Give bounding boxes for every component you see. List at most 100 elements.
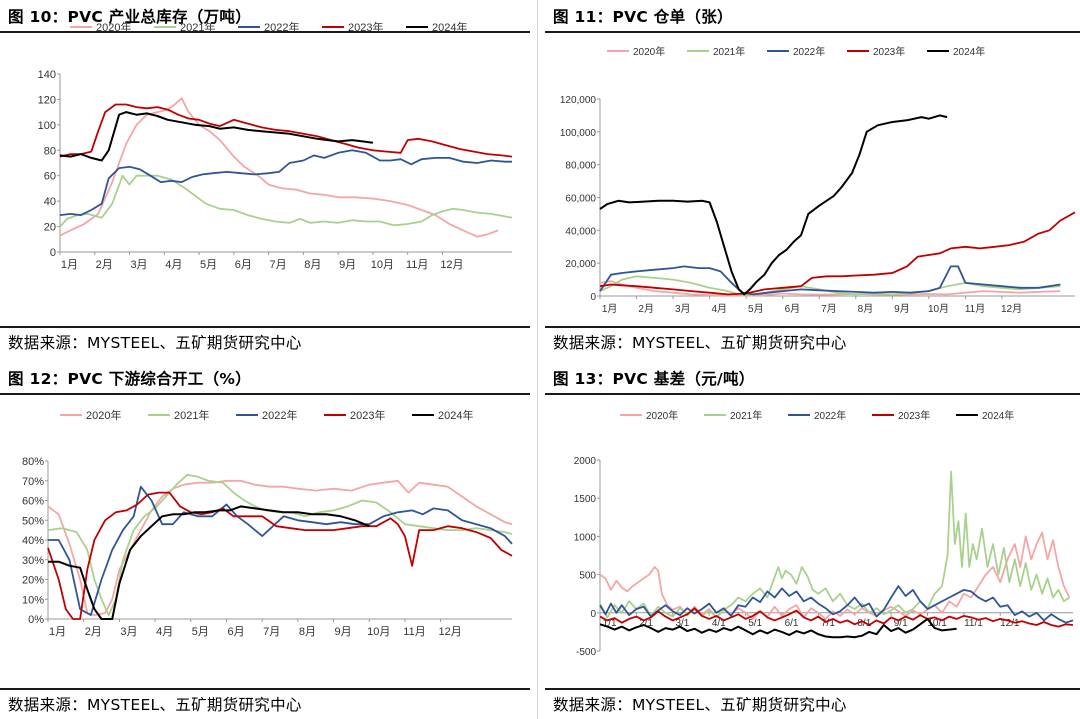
x-tick-label: 12月: [440, 259, 463, 271]
x-tick-label: 8月: [858, 303, 874, 315]
x-tick-label: 7月: [821, 303, 837, 315]
x-tick-label: 3月: [130, 259, 147, 271]
x-tick-label: 10/1: [927, 618, 947, 629]
legend-label: 2024年: [438, 408, 473, 422]
x-tick-label: 6月: [785, 303, 801, 315]
y-tick-label: 40%: [22, 535, 44, 547]
legend-label: 2020年: [633, 45, 665, 58]
series-line-2020年: [599, 280, 1061, 297]
legend-label: 2023年: [348, 20, 383, 34]
x-tick-label: 2月: [96, 259, 113, 271]
legend-label: 2024年: [953, 45, 985, 58]
x-tick-label: 1月: [49, 626, 66, 638]
series-line-2022年: [599, 585, 1074, 624]
y-tick-label: 50%: [22, 515, 44, 527]
chart-panel-downstream-operating-rate: 图 12：PVC 下游综合开工（%） 0% 10% 20% 30% 40% 50% 60% 7…: [0, 362, 530, 717]
x-tick-label: 4月: [711, 303, 727, 315]
x-tick-label: 7/1: [821, 618, 835, 629]
x-tick-label: 1/1: [603, 618, 617, 629]
x-tick-label: 7月: [270, 259, 287, 271]
x-tick-label: 5月: [748, 303, 764, 315]
series-line-2023年: [47, 491, 513, 620]
legend-label: 2020年: [86, 408, 121, 422]
x-tick-label: 2月: [638, 303, 654, 315]
y-tick-label: 500: [579, 571, 596, 582]
x-tick-label: 5月: [192, 626, 209, 638]
y-tick-label: 120: [38, 94, 56, 106]
legend-label: 2022年: [814, 409, 846, 422]
series-line-2021年: [599, 470, 1070, 619]
y-tick-label: 100: [38, 120, 56, 132]
y-tick-label: 80%: [22, 456, 44, 468]
title-rule: [545, 31, 1080, 33]
x-tick-label: 1月: [602, 303, 618, 315]
x-tick-label: 10月: [367, 626, 390, 638]
legend-label: 2020年: [96, 20, 131, 34]
chart-warehouse-receipts: 0 20,000 40,000 60,000 80,000 100,000 120,000 1…: [560, 45, 1076, 315]
legend-label: 2021年: [174, 408, 209, 422]
y-tick-label: 10%: [22, 594, 44, 606]
y-tick-label: 1000: [574, 532, 597, 543]
y-tick-label: 60,000: [565, 194, 596, 205]
y-tick-label: -500: [576, 647, 596, 658]
x-tick-label: 11月: [406, 259, 428, 271]
legend-label: 2021年: [730, 409, 762, 422]
y-tick-label: 20,000: [565, 259, 596, 270]
source-rule: [545, 326, 1080, 328]
x-tick-label: 11/1: [964, 618, 983, 629]
chart-basis: -500 0 500 1000 1500 2000 1/1 2/1 3/1 4/1 5/1 6/1 7/…: [574, 409, 1074, 658]
x-tick-label: 3/1: [675, 618, 689, 629]
chart-panel-total-inventory: 图 10：PVC 产业总库存（万吨） 0 20 40 60 80 100 120 140 1月 2…: [0, 0, 530, 355]
x-tick-label: 3月: [120, 626, 137, 638]
y-tick-label: 40: [44, 196, 56, 208]
x-tick-label: 11月: [965, 303, 985, 315]
y-tick-label: 60%: [22, 496, 44, 508]
x-tick-label: 12月: [439, 626, 462, 638]
y-tick-label: 0: [50, 247, 56, 259]
legend-label: 2023年: [873, 45, 905, 58]
series-line-2022年: [48, 485, 513, 616]
x-tick-label: 5/1: [748, 618, 762, 629]
chart-title: 图 11：PVC 仓单（张）: [553, 8, 733, 26]
chart-title: 图 13：PVC 基差（元/吨）: [553, 370, 755, 388]
x-tick-label: 4/1: [712, 618, 726, 629]
chart-source: 数据来源：MYSTEEL、五矿期货研究中心: [8, 696, 302, 714]
chart-source: 数据来源：MYSTEEL、五矿期货研究中心: [8, 334, 302, 352]
x-tick-label: 4月: [156, 626, 173, 638]
chart-panel-basis: 图 13：PVC 基差（元/吨） -500 0 500 1000 1500 2000 1/1…: [545, 362, 1080, 717]
legend-label: 2022年: [793, 45, 825, 58]
series-line-2024年: [59, 111, 374, 162]
series-line-2022年: [59, 149, 512, 216]
series-line-2022年: [599, 265, 1061, 296]
series-line-2020年: [599, 531, 1071, 620]
legend-label: 2022年: [262, 408, 297, 422]
series-line-2020年: [59, 97, 499, 238]
x-tick-label: 6/1: [785, 618, 799, 629]
x-tick-label: 6月: [227, 626, 244, 638]
series-line-2024年: [599, 114, 948, 296]
x-tick-label: 9/1: [894, 618, 908, 629]
y-tick-label: 100,000: [560, 128, 597, 139]
legend-label: 2022年: [264, 20, 299, 34]
x-tick-label: 2/1: [639, 618, 653, 629]
series-line-2023年: [599, 607, 1074, 628]
y-tick-label: 80: [44, 145, 56, 157]
title-rule: [0, 393, 530, 395]
source-rule: [0, 326, 530, 328]
y-tick-label: 1500: [574, 494, 597, 505]
chart-downstream-operating-rate: 0% 10% 20% 30% 40% 50% 60% 70% 80% 1月 2月 3月 4月 5月 6月 7月…: [22, 408, 513, 638]
y-tick-label: 70%: [22, 476, 44, 488]
chart-total-inventory: 0 20 40 60 80 100 120 140 1月 2月 3月 4月 5月 6月 7月 8月 9月 10月 1…: [38, 20, 513, 271]
chart-source: 数据来源：MYSTEEL、五矿期货研究中心: [553, 334, 847, 352]
legend-label: 2020年: [646, 409, 678, 422]
title-rule: [545, 393, 1080, 395]
x-tick-label: 12月: [1001, 303, 1022, 315]
y-tick-label: 40,000: [565, 226, 596, 237]
x-tick-label: 2月: [85, 626, 102, 638]
series-line-2023年: [59, 103, 513, 158]
chart-panel-warehouse-receipts: 图 11：PVC 仓单（张） 0 20,000 40,000 60,000 80,000…: [545, 0, 1080, 355]
y-tick-label: 140: [38, 69, 56, 81]
legend-label: 2021年: [713, 45, 745, 58]
x-tick-label: 4月: [165, 259, 182, 271]
source-rule: [0, 688, 530, 690]
